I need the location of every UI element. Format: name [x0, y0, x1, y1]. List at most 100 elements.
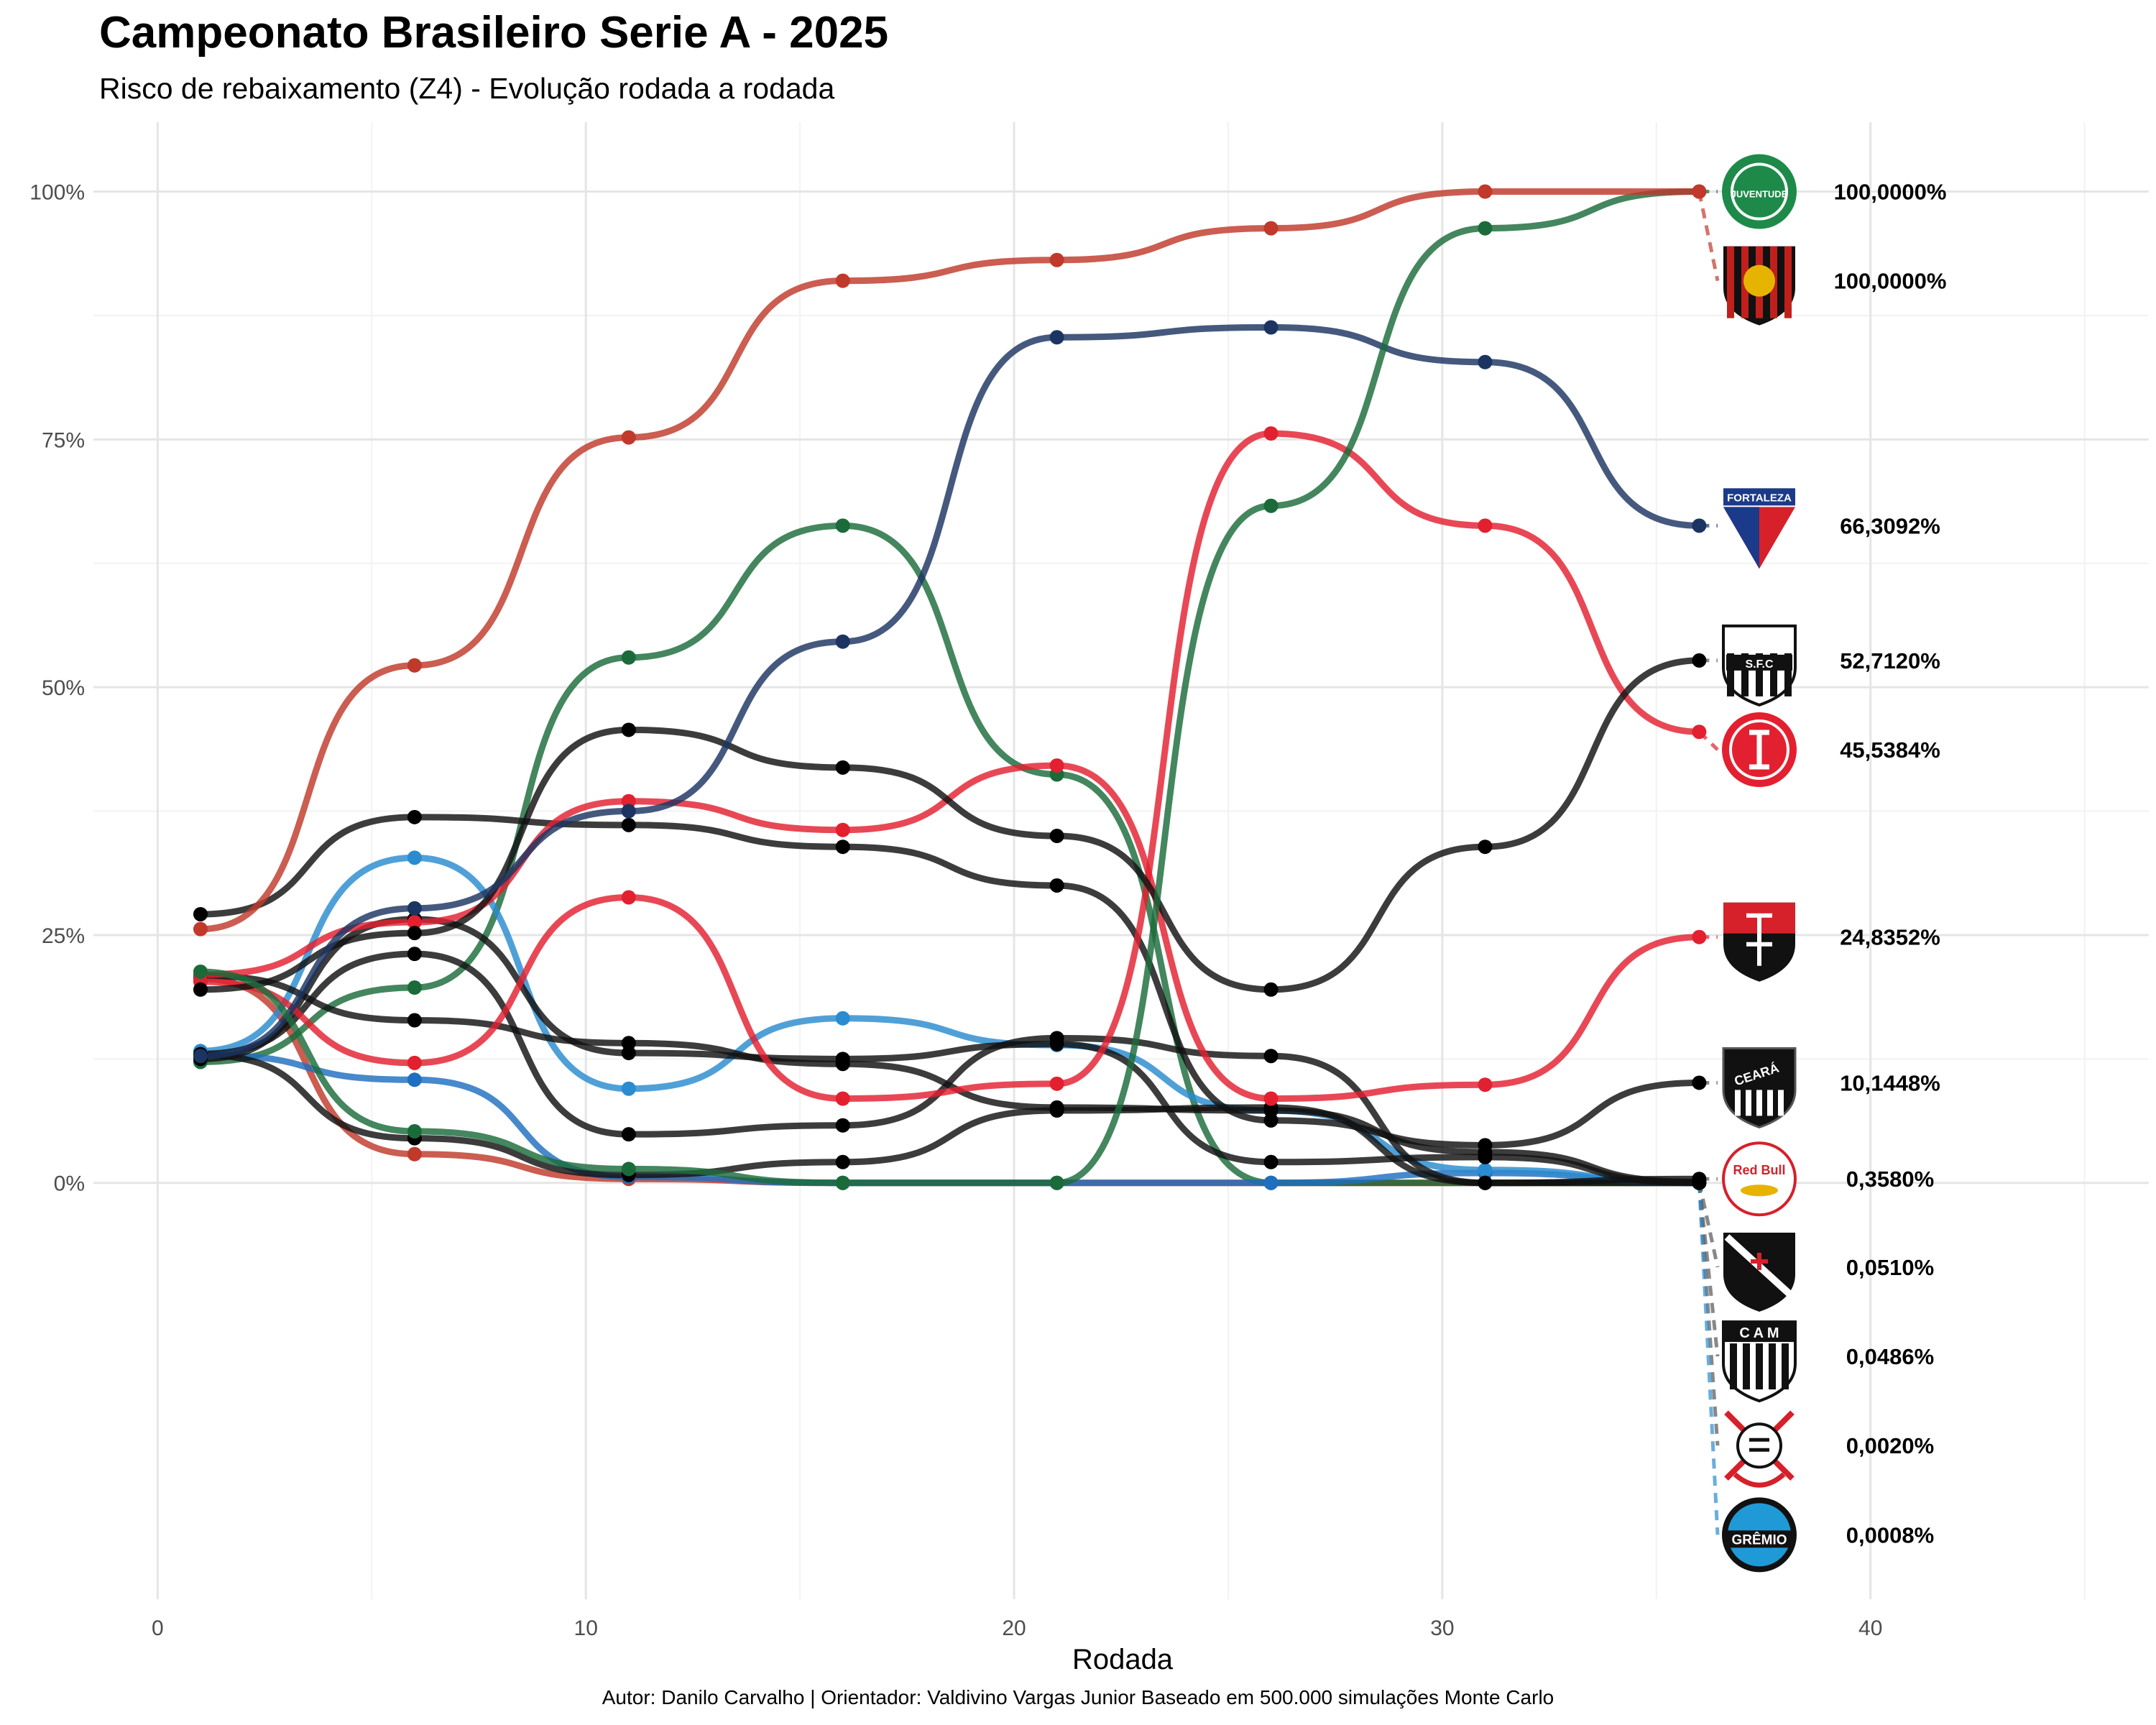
data-point — [1692, 1172, 1707, 1187]
data-point — [1692, 724, 1707, 740]
data-point — [1263, 221, 1279, 236]
data-point — [1263, 498, 1279, 513]
pct-label-fortaleza: 66,3092% — [1840, 513, 1940, 538]
data-point — [835, 1057, 850, 1072]
logo-band — [1723, 488, 1795, 506]
data-point — [1478, 1077, 1493, 1092]
data-point — [835, 840, 850, 855]
logo-mark — [1749, 1438, 1769, 1452]
bragantino-logo-icon: Red Bull — [1722, 1141, 1797, 1217]
logo-text: S.F.C — [1745, 658, 1774, 671]
data-point — [621, 430, 636, 445]
logo-stripe — [1782, 1343, 1789, 1390]
logo-stripe — [1769, 1343, 1776, 1390]
data-point — [835, 822, 850, 837]
pct-label-juventude: 100,0000% — [1834, 180, 1947, 205]
logo-stripe — [1746, 1090, 1751, 1116]
logo-mark — [1746, 913, 1772, 966]
chart-title: Campeonato Brasileiro Serie A - 2025 — [99, 8, 889, 58]
vitoria-logo-icon — [1723, 902, 1795, 982]
gremio-logo-icon: GRÊMIO — [1722, 1497, 1797, 1573]
logo-stripe — [1735, 1090, 1741, 1116]
logo-text: GRÊMIO — [1731, 1532, 1787, 1547]
data-point — [1049, 330, 1064, 345]
logo-stripe — [1767, 1090, 1773, 1116]
pct-label-vitoria: 24,8352% — [1840, 925, 1940, 950]
series-line-bahia — [197, 1052, 1703, 1187]
logo-stripe — [1730, 1343, 1737, 1390]
data-point — [621, 650, 636, 665]
data-point — [193, 982, 208, 997]
pct-label-ceara: 10,1448% — [1840, 1070, 1940, 1095]
data-point — [407, 926, 422, 941]
data-point — [407, 1055, 422, 1070]
data-point — [621, 1127, 636, 1142]
logo-band — [1726, 654, 1792, 671]
data-point — [1263, 320, 1279, 335]
data-point — [835, 1118, 850, 1133]
data-point — [1478, 354, 1493, 369]
santos-logo-icon: S.F.C — [1722, 624, 1797, 707]
data-point — [1263, 1091, 1279, 1106]
data-point — [1049, 1175, 1064, 1190]
corinthians-logo-icon — [1724, 1410, 1795, 1488]
series-line-juventude — [197, 188, 1703, 1187]
caption: Autor: Danilo Carvalho | Orientador: Val… — [602, 1686, 1554, 1708]
logo-stripe — [1756, 1090, 1762, 1116]
x-tick-label: 10 — [574, 1616, 598, 1640]
data-point — [1478, 1175, 1493, 1190]
y-tick-label: 100% — [29, 181, 85, 205]
x-axis-title: Rodada — [1072, 1644, 1174, 1675]
data-point — [621, 1162, 636, 1177]
data-point — [1692, 518, 1707, 533]
pct-label-bragantino: 0,3580% — [1846, 1167, 1934, 1192]
juventude-logo-icon: JUVENTUDE — [1722, 154, 1797, 229]
data-point — [621, 817, 636, 832]
data-point — [835, 760, 850, 775]
data-point — [1263, 1049, 1279, 1064]
data-point — [835, 518, 850, 533]
series-line-corinthians — [197, 1052, 1703, 1187]
logo-blue — [1723, 507, 1759, 569]
logo-text: JUVENTUDE — [1731, 189, 1788, 200]
logo-text: Red Bull — [1733, 1163, 1785, 1177]
x-tick-label: 40 — [1858, 1616, 1882, 1640]
data-point — [621, 1046, 636, 1061]
ceara-logo-icon: CEARÁ — [1722, 1046, 1797, 1129]
y-tick-label: 75% — [42, 428, 85, 452]
data-point — [407, 1146, 422, 1162]
label-connector — [1697, 1182, 1720, 1535]
chart-subtitle: Risco de rebaixamento (Z4) - Evolução ro… — [99, 72, 835, 105]
data-point — [1049, 1076, 1064, 1091]
pct-label-internacional: 45,5384% — [1840, 737, 1940, 763]
data-point — [835, 273, 850, 288]
data-point — [1478, 518, 1493, 533]
atletico-logo-icon: C A M — [1722, 1320, 1797, 1403]
data-point — [1692, 184, 1707, 199]
data-point — [1263, 1113, 1279, 1128]
data-point — [1478, 184, 1493, 199]
data-point — [1263, 1175, 1279, 1190]
data-point — [1049, 1031, 1064, 1046]
label-connector — [1697, 1181, 1720, 1268]
data-point — [1049, 758, 1064, 773]
data-point — [621, 794, 636, 809]
y-tick-label: 0% — [54, 1172, 85, 1196]
data-point — [1049, 1100, 1064, 1115]
data-point — [407, 1124, 422, 1139]
sport-logo-icon — [1723, 246, 1795, 326]
logo-text: C A M — [1739, 1325, 1779, 1341]
data-point — [835, 1091, 850, 1106]
logo-cross — [1751, 1252, 1768, 1270]
data-point — [621, 1036, 636, 1051]
logo-sun — [1741, 1184, 1778, 1197]
data-point — [407, 1072, 422, 1087]
data-point — [407, 850, 422, 865]
logo-shield — [1722, 1046, 1797, 1129]
data-point — [1263, 426, 1279, 441]
logo-stripe — [1784, 246, 1792, 318]
data-point — [1049, 878, 1064, 893]
data-point — [835, 1011, 850, 1026]
logo-stripe — [1743, 1343, 1750, 1390]
data-point — [407, 980, 422, 995]
